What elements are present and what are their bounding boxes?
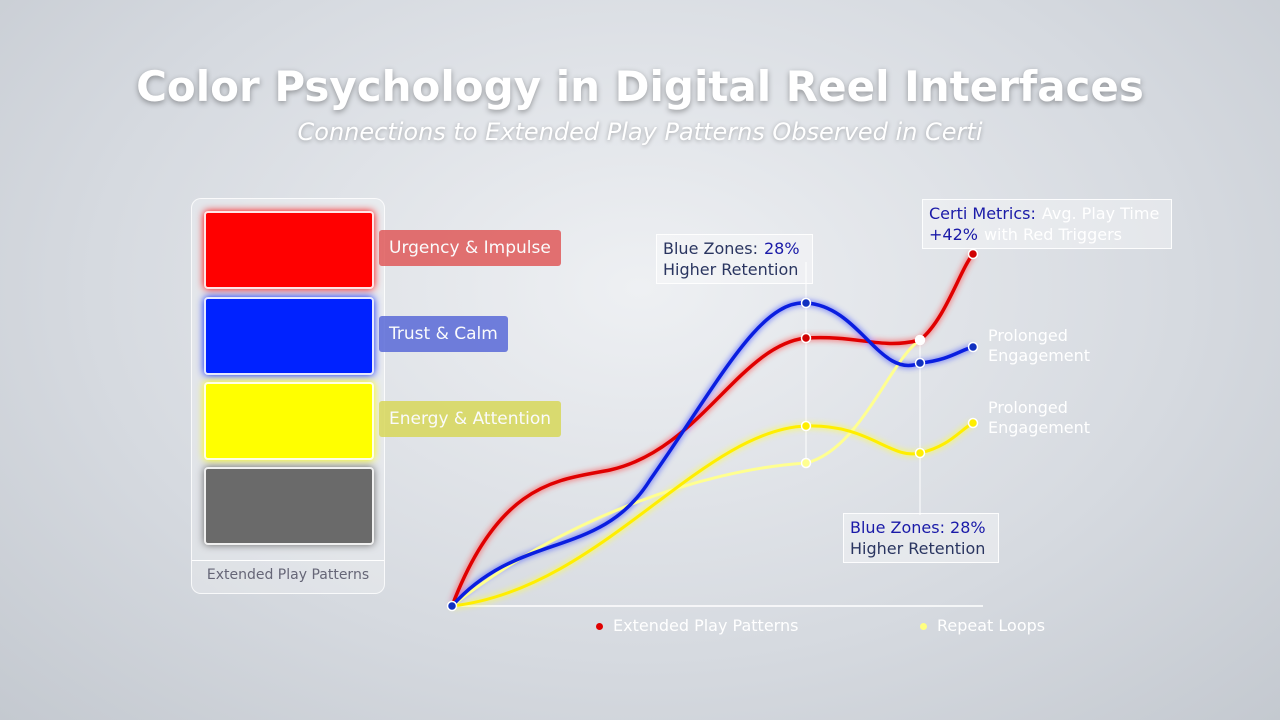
swatch	[204, 382, 374, 460]
callout-text: Higher Retention	[850, 539, 986, 558]
swatch-label: Trust & Calm	[379, 316, 508, 352]
callout-text: Blue Zones: 28%	[850, 518, 986, 537]
callout-text: Certi Metrics:	[929, 204, 1036, 223]
red-curve	[450, 252, 975, 607]
end-label: Prolonged Engagement	[988, 326, 1091, 365]
legend-item: Extended Play Patterns	[596, 616, 798, 635]
legend-label: Extended Play Patterns	[613, 616, 799, 635]
title: Color Psychology in Digital Reel Interfa…	[136, 62, 1144, 111]
callout-line: Blue Zones: 28%	[663, 238, 806, 259]
callout: Blue Zones: 28% Higher Retention	[656, 234, 813, 284]
swatch-label: Urgency & Impulse	[379, 230, 561, 266]
points	[446, 248, 979, 612]
legend-item: Repeat Loops	[920, 616, 1045, 635]
callout-line: Blue Zones: 28%	[850, 517, 992, 538]
legend-dot	[920, 623, 927, 630]
callout: Blue Zones: 28% Higher Retention	[843, 513, 999, 563]
legend-dot	[596, 623, 603, 630]
repeat-loop-curve	[451, 338, 921, 608]
callout-text: 28%	[763, 239, 800, 258]
callout-line: +42% with Red Triggers	[929, 224, 1165, 245]
swatch-label: Energy & Attention	[379, 401, 562, 437]
legend-label: Repeat Loops	[937, 616, 1046, 635]
callout-text: Avg. Play Time	[1041, 204, 1160, 223]
callout-line: Higher Retention	[850, 538, 992, 559]
callout: Certi Metrics: Avg. Play Time +42% with Red…	[922, 199, 1173, 249]
callout-text: Higher Retention	[663, 260, 799, 279]
callout-text: Blue Zones:	[663, 239, 758, 258]
callout-line: Certi Metrics: Avg. Play Time	[929, 203, 1165, 224]
callout-text: +42%	[929, 225, 978, 244]
callout-line: Higher Retention	[663, 259, 806, 280]
swatch	[204, 211, 374, 289]
end-label: Prolonged Engagement	[988, 398, 1091, 437]
callout-text: with Red Triggers	[983, 225, 1122, 244]
swatch	[204, 467, 374, 545]
swatch	[204, 297, 374, 375]
palette-caption: Extended Play Patterns	[192, 560, 384, 583]
subtitle: Connections to Extended Play Patterns Ob…	[297, 118, 983, 146]
palette-panel: Extended Play Patterns Urgency & Impulse…	[191, 198, 562, 594]
